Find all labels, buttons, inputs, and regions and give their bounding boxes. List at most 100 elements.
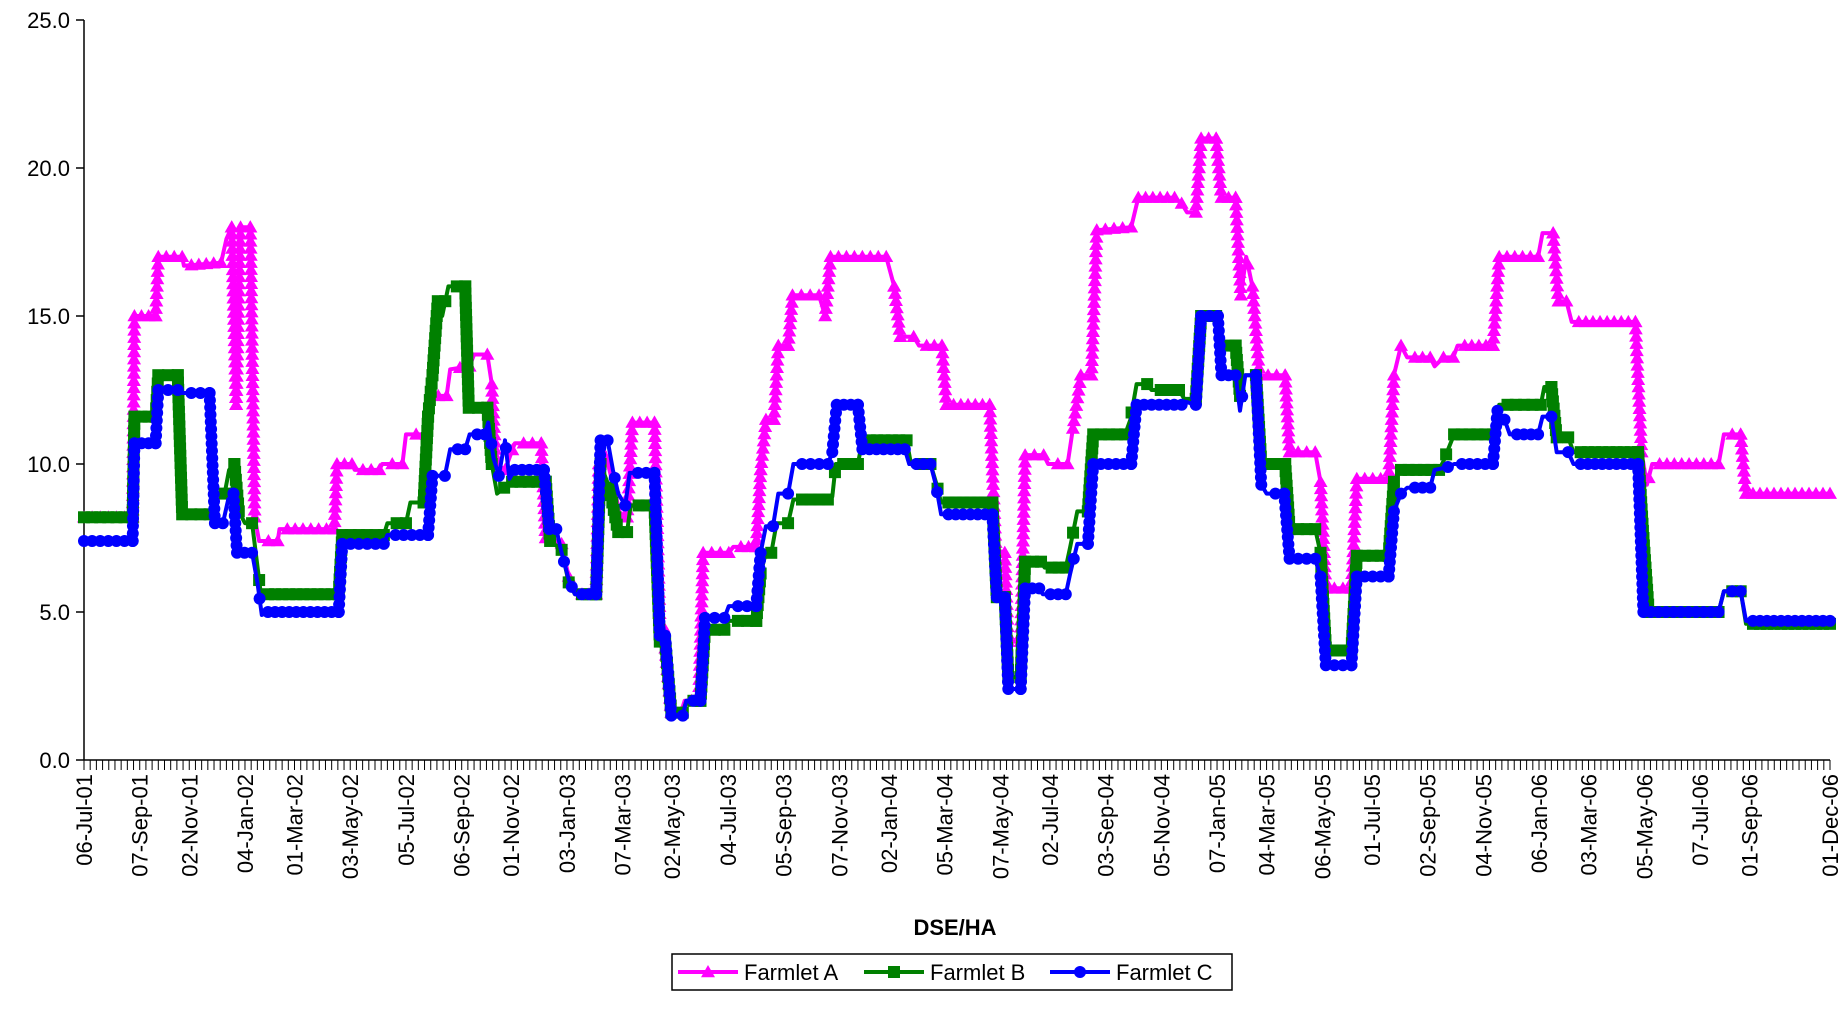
data-point bbox=[1231, 250, 1246, 263]
legend-marker bbox=[701, 965, 715, 978]
data-point bbox=[1229, 205, 1244, 218]
data-point bbox=[1385, 390, 1400, 403]
data-point bbox=[721, 545, 736, 559]
data-point bbox=[1212, 168, 1227, 181]
x-tick-label: 03-Sep-04 bbox=[1094, 774, 1119, 877]
data-point bbox=[879, 249, 894, 263]
data-point bbox=[244, 305, 259, 318]
data-point bbox=[565, 580, 578, 593]
data-point bbox=[938, 383, 953, 396]
data-point bbox=[1292, 552, 1305, 565]
data-point bbox=[148, 301, 163, 314]
axes-group: 0.0 5.0 10.0 15.0 20.0 25.0 bbox=[27, 8, 1831, 773]
data-point bbox=[1163, 384, 1176, 396]
y-tick-label: 0.0 bbox=[39, 748, 70, 773]
data-point bbox=[1088, 266, 1103, 279]
data-point bbox=[781, 331, 796, 344]
data-point bbox=[783, 309, 798, 323]
data-point bbox=[525, 436, 540, 449]
data-point bbox=[1228, 190, 1243, 203]
data-point bbox=[253, 592, 266, 605]
data-point bbox=[648, 458, 663, 471]
data-point bbox=[229, 383, 244, 396]
data-point bbox=[1336, 644, 1349, 657]
data-point bbox=[328, 500, 343, 513]
data-point bbox=[619, 499, 632, 512]
data-point bbox=[1230, 228, 1245, 241]
data-point bbox=[231, 291, 246, 304]
x-tick-label: 03-May-02 bbox=[338, 774, 363, 879]
data-point bbox=[247, 474, 262, 488]
data-point bbox=[247, 489, 262, 502]
x-tick-label: 04-Jan-02 bbox=[233, 774, 258, 873]
x-tick-label: 01-Nov-02 bbox=[499, 774, 524, 877]
data-point bbox=[1017, 491, 1032, 504]
data-point bbox=[1309, 552, 1322, 565]
data-point bbox=[1562, 446, 1575, 459]
data-point bbox=[126, 380, 141, 394]
data-point bbox=[1386, 383, 1401, 396]
data-point bbox=[214, 255, 229, 268]
data-point bbox=[1089, 230, 1104, 243]
data-point bbox=[149, 294, 164, 307]
data-point bbox=[162, 369, 175, 382]
data-point bbox=[1348, 501, 1363, 514]
data-point bbox=[1089, 237, 1104, 250]
data-point bbox=[1209, 131, 1224, 144]
data-point bbox=[1733, 427, 1748, 440]
data-point bbox=[1255, 478, 1268, 491]
data-point bbox=[1191, 168, 1206, 181]
data-point bbox=[485, 437, 498, 450]
data-point bbox=[752, 483, 767, 497]
data-point bbox=[245, 397, 260, 410]
data-point bbox=[754, 546, 767, 559]
data-point bbox=[1441, 460, 1454, 473]
data-point bbox=[820, 279, 835, 292]
data-point bbox=[1247, 301, 1262, 314]
data-point bbox=[329, 478, 344, 491]
data-point bbox=[399, 517, 412, 530]
data-point bbox=[851, 458, 864, 470]
x-tick-label: 07-Jul-06 bbox=[1688, 774, 1713, 866]
x-tick-label: 02-May-03 bbox=[660, 774, 685, 879]
data-point bbox=[767, 405, 782, 418]
data-point bbox=[246, 546, 259, 559]
data-point bbox=[1087, 273, 1102, 287]
data-point bbox=[246, 517, 259, 530]
data-point bbox=[1002, 682, 1015, 695]
data-point bbox=[982, 397, 997, 411]
data-point bbox=[1824, 614, 1836, 627]
data-point bbox=[1016, 512, 1031, 525]
data-point bbox=[534, 436, 549, 449]
data-point bbox=[1490, 279, 1505, 292]
data-point bbox=[718, 611, 731, 624]
data-point bbox=[395, 457, 410, 470]
data-point bbox=[1562, 431, 1575, 444]
data-point bbox=[906, 329, 921, 342]
data-point bbox=[1281, 424, 1296, 437]
x-tick-label: 05-May-06 bbox=[1632, 774, 1657, 879]
data-point bbox=[230, 355, 245, 368]
x-tick-label: 03-Mar-06 bbox=[1577, 774, 1602, 875]
data-point bbox=[126, 373, 141, 386]
data-point bbox=[1209, 138, 1224, 152]
data-point bbox=[1559, 294, 1574, 307]
series-layer bbox=[77, 131, 1837, 722]
data-point bbox=[150, 272, 165, 285]
data-point bbox=[1386, 368, 1401, 381]
data-point bbox=[1086, 310, 1101, 323]
data-point bbox=[1084, 360, 1099, 374]
data-point bbox=[782, 487, 795, 500]
x-tick-label: 05-Jul-02 bbox=[394, 774, 419, 866]
data-point bbox=[150, 264, 165, 277]
data-point bbox=[352, 537, 365, 550]
data-point bbox=[1633, 423, 1648, 436]
data-point bbox=[127, 323, 142, 336]
data-point bbox=[1249, 331, 1264, 344]
data-point bbox=[1385, 397, 1400, 411]
data-point bbox=[695, 552, 710, 566]
data-point bbox=[247, 496, 262, 509]
data-point bbox=[1387, 475, 1400, 488]
data-point bbox=[229, 397, 244, 411]
